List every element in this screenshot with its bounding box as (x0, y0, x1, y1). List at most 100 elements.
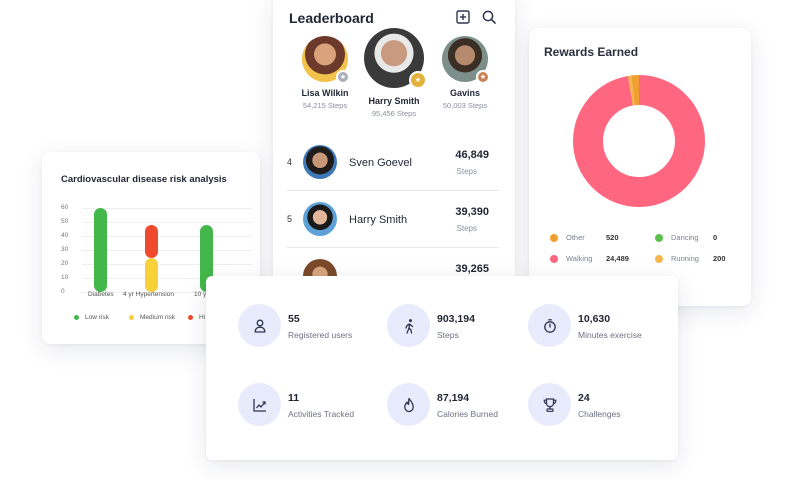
bar-low-risk[interactable] (94, 208, 107, 292)
rank-name: Harry Smith (349, 214, 408, 226)
podium-second[interactable]: ★ Lisa Wilkin 54,215 Steps (287, 36, 363, 110)
rank-steps-label: Steps (456, 224, 477, 233)
legend-dot-other (550, 234, 558, 243)
leaderboard-row[interactable]: 5 Harry Smith 39,390 Steps (287, 192, 499, 248)
legend-label-dancing: Dancing (671, 233, 699, 242)
podium-name: Harry Smith (368, 96, 420, 106)
stat-challenges[interactable]: 24 Challenges (528, 383, 668, 429)
trophy-icon (528, 383, 571, 426)
gridline (82, 292, 252, 293)
podium-name: Gavins (449, 88, 480, 98)
legend-value-running: 200 (713, 254, 726, 263)
y-tick-label: 40 (61, 232, 69, 239)
y-tick-label: 10 (61, 274, 69, 281)
gridline (82, 264, 252, 265)
rank-steps: 39,390 (455, 206, 489, 218)
podium-third[interactable]: ★ Gavins 50,003 Steps (425, 36, 505, 110)
stat-calories-burned[interactable]: 87,194 Calories Burned (387, 383, 527, 429)
rank-name: Sven Goevel (349, 157, 412, 169)
walking-icon (387, 304, 430, 347)
legend-label-medium: Medium risk (140, 314, 176, 321)
donut-slice-other[interactable] (573, 75, 705, 207)
rewards-title: Rewards Earned (544, 45, 639, 59)
legend-dot-dancing (655, 234, 663, 243)
stat-activities-tracked[interactable]: 11 Activities Tracked (238, 383, 378, 429)
rank-steps: 46,849 (455, 149, 489, 161)
legend-label-low: Low risk (85, 314, 109, 321)
y-tick-label: 30 (61, 246, 69, 253)
stopwatch-icon (528, 304, 571, 347)
stat-label: Registered users (288, 330, 353, 340)
stat-label: Calories Burned (437, 409, 498, 419)
avatar: ★ (364, 28, 427, 89)
y-tick-label: 50 (61, 218, 69, 225)
podium-name: Lisa Wilkin (301, 88, 349, 98)
bar-medium-risk[interactable] (145, 258, 158, 292)
cardio-risk-card: Cardiovascular disease risk analysis 60 5… (42, 152, 260, 344)
trend-chart-icon (238, 383, 281, 426)
stat-label: Minutes exercise (578, 330, 642, 340)
legend-dot-low (74, 314, 79, 320)
rewards-donut-chart (573, 75, 705, 207)
cardio-legend-low: Low risk (74, 314, 109, 321)
leaderboard-row[interactable]: 4 Sven Goevel 46,849 Steps (287, 135, 499, 191)
rank-number: 5 (287, 214, 293, 224)
avatar: ★ (302, 36, 350, 84)
stat-value: 10,630 (578, 313, 611, 325)
stat-minutes-exercise[interactable]: 10,630 Minutes exercise (528, 304, 668, 350)
legend-item-dancing: Dancing (655, 233, 699, 243)
y-tick-label: 20 (61, 260, 69, 267)
bar-low-risk[interactable] (200, 224, 213, 292)
gridline (82, 278, 252, 279)
gold-medal-icon: ★ (409, 71, 427, 89)
stat-registered-users[interactable]: 55 Registered users (238, 304, 378, 350)
legend-value-other: 520 (606, 233, 619, 242)
legend-dot-medium (129, 314, 134, 320)
donut-slice-walking[interactable] (573, 75, 705, 207)
stat-value: 11 (288, 392, 300, 404)
x-tick-label: Diabetes (88, 291, 114, 298)
y-tick-label: 60 (61, 204, 69, 211)
flame-icon (387, 383, 430, 426)
gridline (82, 236, 252, 237)
stat-value: 24 (578, 392, 590, 404)
stat-value: 87,194 (437, 392, 470, 404)
stat-label: Steps (437, 330, 459, 340)
x-tick-label: 10 yr (194, 291, 209, 298)
rank-steps-label: Steps (456, 167, 477, 176)
rewards-card: Rewards Earned Other 520 Dancing 0 Walki… (529, 28, 751, 306)
legend-label-high: Hi (199, 314, 206, 321)
stat-label: Challenges (578, 409, 621, 419)
legend-dot-running (655, 255, 663, 264)
podium-first[interactable]: ★ Harry Smith 95,456 Steps (358, 28, 430, 118)
silver-medal-icon: ★ (336, 70, 350, 84)
gridline (82, 222, 252, 223)
gridline (82, 250, 252, 251)
y-tick-label: 0 (61, 288, 65, 295)
stat-value: 55 (288, 313, 300, 325)
leaderboard-header: Leaderboard (289, 6, 501, 28)
cardio-legend-high: Hi (188, 314, 205, 321)
legend-label-running: Running (671, 254, 699, 263)
legend-value-dancing: 0 (713, 233, 718, 242)
rank-steps: 39,265 (455, 263, 489, 275)
add-square-icon[interactable] (455, 9, 471, 25)
gridline (82, 208, 252, 209)
podium-steps: 54,215 Steps (302, 101, 348, 110)
stat-steps[interactable]: 903,194 Steps (387, 304, 527, 350)
legend-label-walking: Walking (566, 254, 593, 263)
stats-card: 55 Registered users 903,194 Steps 10,630… (206, 276, 678, 460)
podium-steps: 95,456 Steps (371, 109, 417, 118)
search-icon[interactable] (481, 9, 497, 25)
bar-hi[interactable] (145, 224, 158, 259)
leaderboard-title: Leaderboard (289, 10, 374, 26)
avatar: ★ (442, 36, 490, 84)
legend-item-walking: Walking (550, 254, 593, 264)
legend-value-walking: 24,489 (606, 254, 629, 263)
rank-number: 4 (287, 157, 293, 167)
x-tick-label: 4 yr Hypertension (123, 291, 174, 298)
cardio-title: Cardiovascular disease risk analysis (61, 174, 227, 185)
legend-dot-walking (550, 255, 558, 264)
cardio-legend-medium: Medium risk (129, 314, 175, 321)
user-icon (238, 304, 281, 347)
